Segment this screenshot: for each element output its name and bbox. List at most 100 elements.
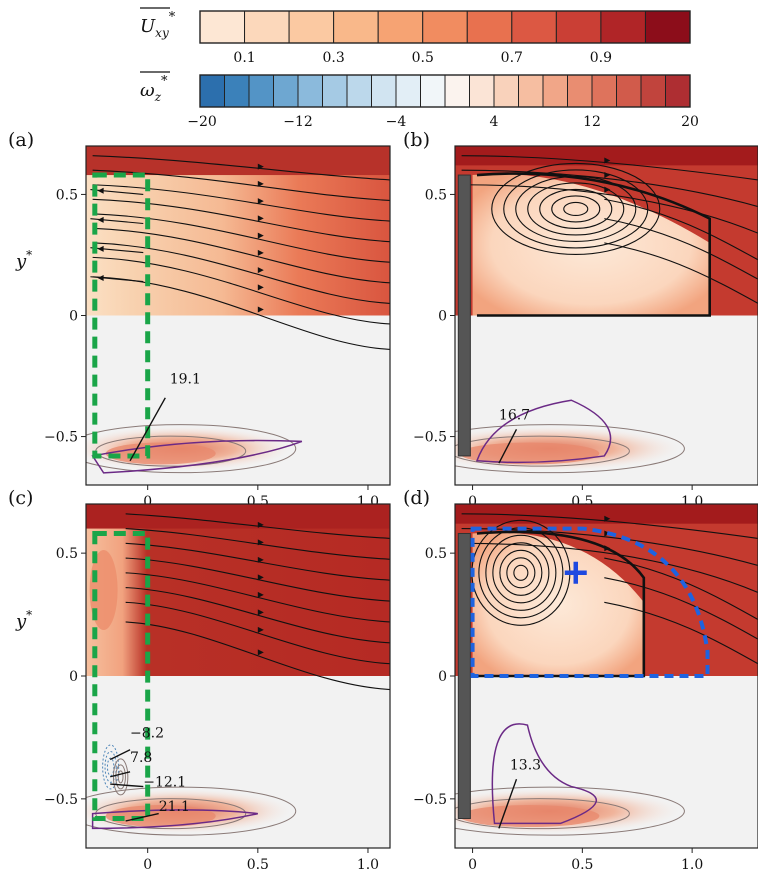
vorticity-contour <box>455 435 630 467</box>
streamline <box>125 513 390 539</box>
y-tick-label: −0.5 <box>413 792 447 808</box>
colorbar-cell <box>420 74 446 108</box>
x-tick-label: 0 <box>143 494 152 510</box>
streamline <box>92 155 390 181</box>
colorbar-tick-label: −12 <box>283 114 313 130</box>
streamline-arrow <box>257 521 264 528</box>
panel-label: (c) <box>8 487 33 509</box>
streamline-arrow <box>604 186 611 193</box>
streamline-arrow <box>257 574 264 581</box>
streamline <box>92 184 390 222</box>
annotation-label: −8.2 <box>130 725 164 741</box>
velocity-field-freestream <box>455 146 758 166</box>
plot-area <box>455 504 758 848</box>
vortex-streamline <box>539 188 613 230</box>
colorbar-tick-label: 0.9 <box>590 50 612 66</box>
negative-vorticity-contour <box>106 757 115 777</box>
colorbar-cell <box>665 74 691 108</box>
vortex-streamline <box>513 564 529 581</box>
colorbar-cell <box>346 74 372 108</box>
colorbar-cell <box>199 74 225 108</box>
streamline <box>604 557 758 620</box>
streamline-arrow <box>257 249 264 256</box>
vorticity-contour <box>86 786 297 836</box>
colorbar-cell <box>600 10 646 44</box>
y-tick-label: −0.5 <box>413 430 447 446</box>
colorbar-cell <box>288 10 335 44</box>
negative-vorticity-contour <box>102 744 120 790</box>
velocity-field-freestream <box>86 146 390 176</box>
colorbar-cell <box>322 74 348 108</box>
streamline <box>461 528 758 566</box>
streamline <box>125 601 390 665</box>
vortex-streamline <box>506 557 536 589</box>
streamline <box>92 256 390 325</box>
y-tick-label: 0 <box>438 669 447 685</box>
annotation-leader <box>129 397 166 462</box>
annotation-leader <box>110 771 131 778</box>
panel-d: 00.51.00.50−0.5(d)x*13.3 <box>403 487 758 873</box>
streamline-arrow <box>604 157 611 164</box>
dashed-box <box>92 172 151 459</box>
wake-vorticity <box>455 399 685 474</box>
streamline <box>604 242 758 304</box>
colorbar-cell <box>199 10 246 44</box>
wake-vorticity <box>455 723 685 836</box>
x-tick-label: 0.5 <box>247 857 269 873</box>
colorbar-cell <box>377 10 424 44</box>
streamline <box>125 542 390 581</box>
purple-isoline <box>475 399 612 464</box>
colorbar-tick-label: 20 <box>681 114 699 130</box>
x-tick-label: 0 <box>468 857 477 873</box>
vorticity-contour <box>86 424 297 474</box>
colorbar-tick-label: −4 <box>386 114 407 130</box>
separatrix <box>476 172 711 317</box>
flat-plate <box>457 532 471 820</box>
panel-label: (a) <box>8 129 34 151</box>
streamline <box>125 557 390 602</box>
negative-vorticity-contour <box>104 751 117 783</box>
streamline-arrow <box>604 515 611 522</box>
annotation-label: 19.1 <box>170 371 201 387</box>
annotation-leader <box>125 812 159 822</box>
panel-c: 00.51.00.50−0.5(c)y*x*−8.27.8−12.121.1 <box>8 487 391 873</box>
streamline <box>604 198 758 261</box>
flat-plate <box>457 174 471 457</box>
vortex-streamline <box>527 182 625 236</box>
colorbar-cell <box>493 74 519 108</box>
annotation-leader <box>498 428 518 464</box>
streamline-arrow <box>257 163 264 170</box>
colorbar-cell <box>371 74 397 108</box>
x-tick-label: 0 <box>468 494 477 510</box>
annotation-leader <box>109 749 131 761</box>
vortex-streamline <box>485 534 557 611</box>
x-tick-label: 0 <box>143 857 152 873</box>
colorbar-cell <box>224 74 250 108</box>
colorbar-cell <box>591 74 617 108</box>
colorbar-cell <box>616 74 642 108</box>
streamline-arrow <box>257 198 264 205</box>
y-tick-label: 0.5 <box>56 187 78 203</box>
streamline-arrow <box>257 556 264 563</box>
streamline-arrow <box>257 626 264 633</box>
purple-isoline <box>91 439 303 474</box>
colorbar-tick-label: 12 <box>583 114 601 130</box>
streamline-arrow <box>97 216 104 223</box>
colorbar-cell <box>469 74 495 108</box>
y-axis-label: y* <box>15 608 32 632</box>
annotation-label: 13.3 <box>510 757 541 773</box>
annotation-leader <box>110 783 144 788</box>
colorbar-cell <box>333 10 379 44</box>
y-tick-label: −0.5 <box>44 792 78 808</box>
x-tick-label: 1.0 <box>357 857 379 873</box>
annotation-label: 16.7 <box>499 408 530 424</box>
streamline <box>125 572 390 623</box>
colorbar-tick-label: 0.5 <box>412 50 434 66</box>
colorbar-cell <box>244 10 290 44</box>
vortex-streamline <box>492 542 550 604</box>
y-tick-label: 0.5 <box>425 187 447 203</box>
streamline-arrow <box>257 232 264 239</box>
panels-group: 0 0.5 1.0 0.5 0 −0.5 (a) y* 19.1 0 0.5 1.0 0.5 0 −0.5 (… <box>8 129 758 873</box>
y-tick-label: 0 <box>69 309 78 325</box>
